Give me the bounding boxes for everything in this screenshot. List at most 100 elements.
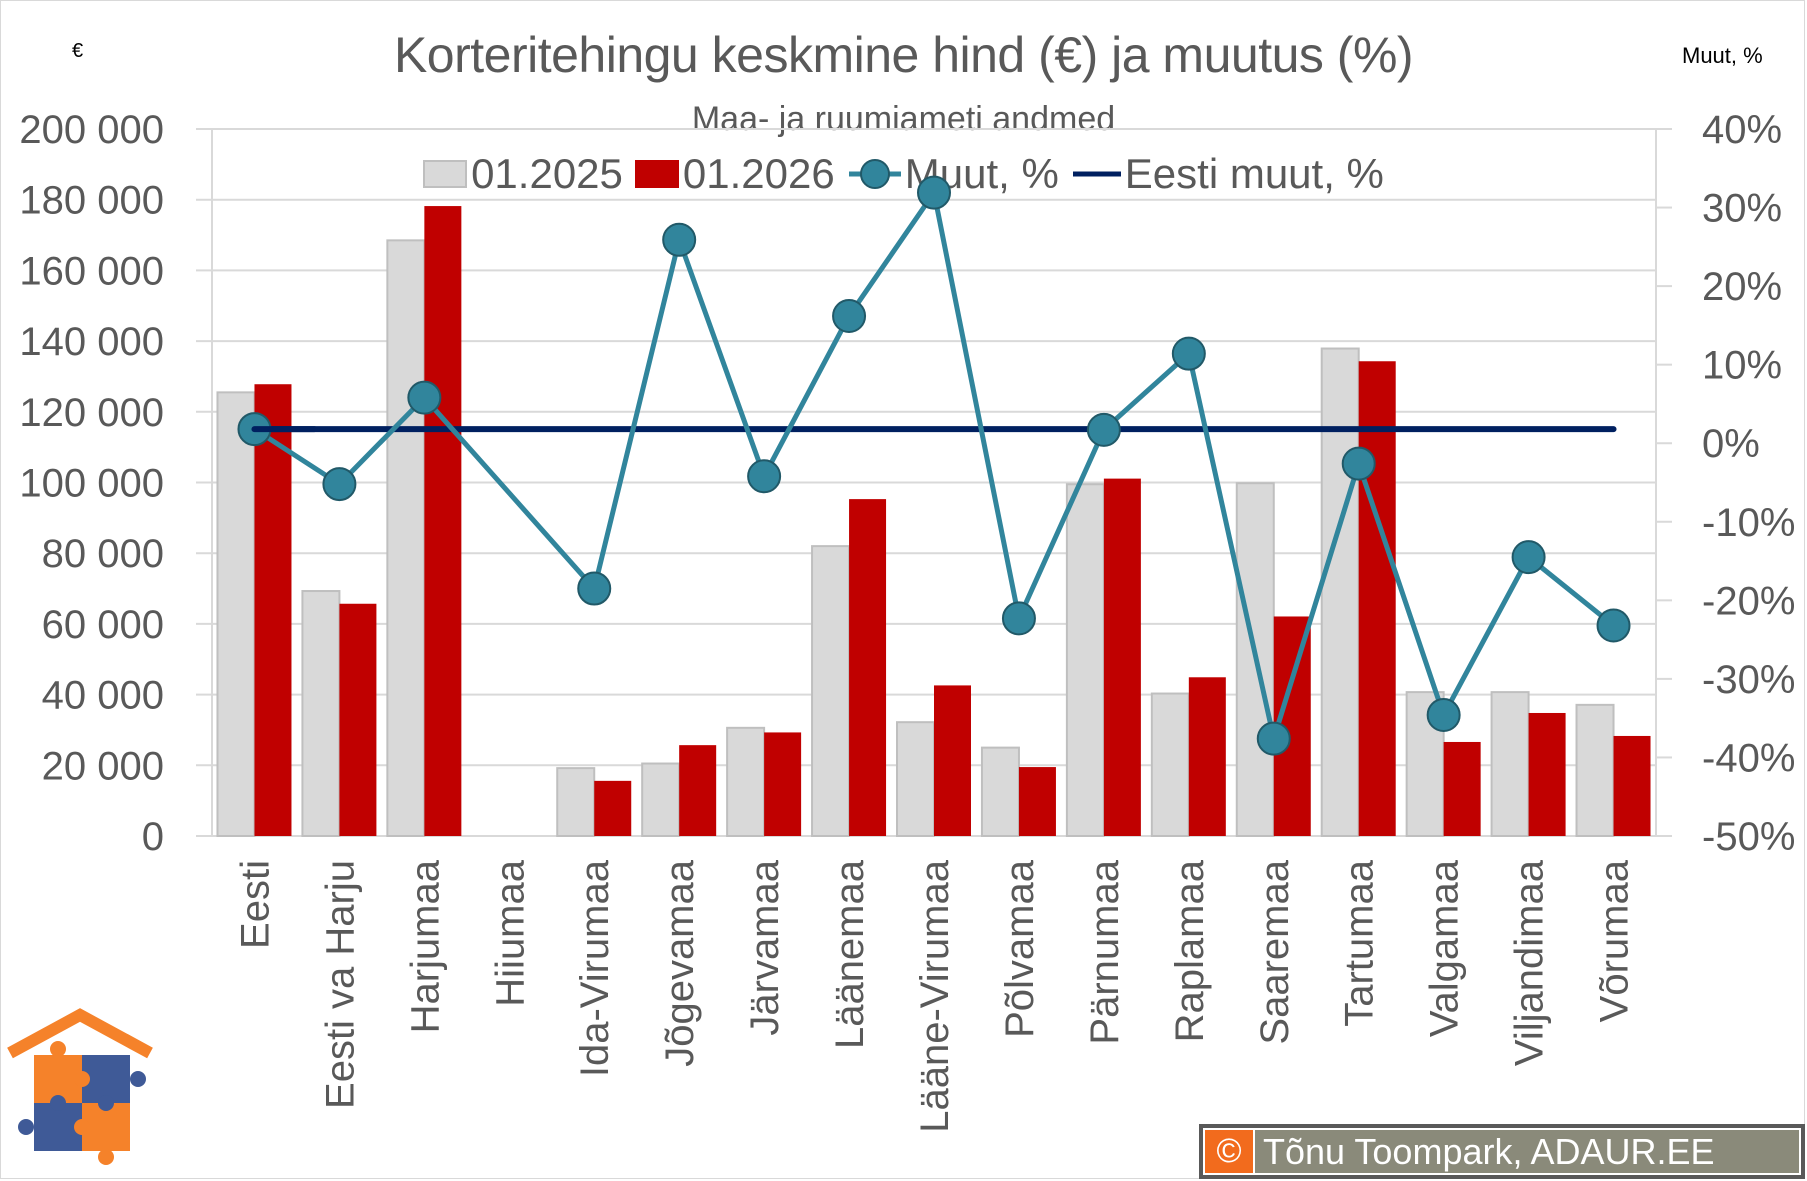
category-label: Ida-Virumaa <box>573 859 617 1077</box>
muut-marker <box>747 459 782 494</box>
category-label: Eesti <box>233 860 277 949</box>
bar-2026 <box>934 685 971 836</box>
bar-2025 <box>1065 483 1105 837</box>
muut-marker <box>1426 698 1461 733</box>
house-puzzle-logo-icon <box>7 1008 153 1165</box>
bar-2025 <box>811 545 851 837</box>
line-icon <box>1072 171 1121 177</box>
muut-marker <box>1086 412 1121 447</box>
category-label: Saaremaa <box>1253 859 1297 1044</box>
muut-marker <box>662 222 697 257</box>
category-label: Läänemaa <box>828 859 872 1049</box>
bar-2026 <box>1188 677 1226 836</box>
bar-2026 <box>1528 712 1566 836</box>
left-axis-tick-label: 60 000 <box>42 603 164 647</box>
legend-label: Eesti muut, % <box>1124 150 1384 197</box>
chart-subtitle: Maa- ja ruumiameti andmed <box>691 100 1116 138</box>
left-axis-tick-label: 200 000 <box>19 108 164 152</box>
bar-2026 <box>679 745 717 836</box>
bar-2025 <box>980 746 1020 837</box>
bar-2025 <box>1575 703 1615 837</box>
legend-label: 01.2025 <box>471 150 623 197</box>
bar-2026 <box>339 603 377 836</box>
left-axis-tick-label: 120 000 <box>19 391 164 435</box>
line-marker-icon <box>848 159 901 189</box>
muut-marker <box>577 571 612 606</box>
left-axis-tick-label: 40 000 <box>42 674 164 718</box>
left-axis-tick-label: 160 000 <box>19 249 164 293</box>
left-axis-tick-label: 100 000 <box>19 462 164 506</box>
right-axis-unit: Muut, % <box>1682 43 1763 68</box>
bar-2025 <box>386 239 426 838</box>
bar-2026 <box>254 384 292 836</box>
right-axis-tick-label: -10% <box>1702 501 1795 545</box>
chart-title: Korteritehingu keskmine hind (€) ja muut… <box>393 27 1414 83</box>
muut-marker <box>407 380 442 415</box>
category-label: Jõgevamaa <box>658 859 702 1067</box>
category-label: Lääne-Virumaa <box>913 859 957 1133</box>
legend-item-2026: 01.2026 <box>634 150 835 198</box>
muut-marker <box>1001 601 1036 636</box>
right-axis-tick-label: 20% <box>1702 265 1782 309</box>
category-label: Viljandimaa <box>1508 859 1552 1066</box>
muut-marker <box>917 175 951 210</box>
muut-marker <box>1596 608 1631 643</box>
legend-swatch-2026 <box>634 160 679 188</box>
right-axis-tick-label: -50% <box>1702 815 1795 859</box>
bar-2026 <box>1358 361 1396 836</box>
legend-swatch-2025 <box>423 160 468 188</box>
right-axis-tick-label: 0% <box>1702 422 1760 466</box>
right-axis-tick-label: 40% <box>1702 108 1782 152</box>
category-label: Järvamaa <box>743 859 787 1035</box>
category-label: Võrumaa <box>1593 859 1637 1022</box>
bar-2026 <box>1443 741 1481 836</box>
copyright-icon: © <box>1205 1130 1255 1173</box>
left-axis-tick-label: 20 000 <box>42 744 164 788</box>
category-label: Eesti va Harju <box>318 860 362 1109</box>
bar-2026 <box>1613 735 1651 836</box>
muut-marker <box>1511 540 1546 575</box>
left-axis-tick-label: 180 000 <box>19 179 164 223</box>
bar-2025 <box>726 726 766 837</box>
bar-2025 <box>1405 691 1445 837</box>
bar-2026 <box>1018 767 1056 836</box>
bar-2025 <box>641 762 681 837</box>
legend-label: 01.2026 <box>682 150 835 197</box>
bar-2026 <box>1103 478 1141 836</box>
left-axis-tick-label: 80 000 <box>42 532 164 576</box>
bar-2026 <box>424 206 462 837</box>
bar-2025 <box>556 767 596 837</box>
bar-2026 <box>594 780 632 836</box>
bar-2025 <box>1150 692 1190 837</box>
category-label: Harjumaa <box>403 859 447 1033</box>
muut-marker <box>832 298 867 333</box>
category-label: Tartumaa <box>1338 859 1382 1026</box>
muut-line <box>253 190 1616 742</box>
right-axis-tick-label: -40% <box>1702 736 1795 780</box>
bar-2026 <box>764 732 802 836</box>
category-label: Põlvamaa <box>998 859 1042 1038</box>
left-axis-tick-label: 0 <box>142 815 164 859</box>
right-axis-tick-label: 10% <box>1702 344 1782 388</box>
category-label: Hiiumaa <box>488 859 532 1006</box>
category-label: Pärnumaa <box>1083 859 1127 1044</box>
bar-2025 <box>301 590 341 837</box>
copyright-text: Tõnu Toompark, ADAUR.EE <box>1263 1130 1715 1172</box>
left-axis-unit: € <box>72 40 84 62</box>
category-label: Valgamaa <box>1423 859 1467 1037</box>
right-axis-tick-label: 30% <box>1702 187 1782 231</box>
legend-item-2025: 01.2025 <box>423 150 623 198</box>
bar-2025 <box>1235 482 1275 837</box>
muut-marker <box>322 467 357 502</box>
legend-item-eesti-muut: Eesti muut, % <box>1071 150 1384 198</box>
muut-marker <box>1171 336 1206 371</box>
bar-2025 <box>216 391 256 837</box>
left-axis-tick-label: 140 000 <box>19 320 164 364</box>
category-label: Raplamaa <box>1168 859 1212 1042</box>
bar-2025 <box>1320 347 1360 837</box>
muut-marker <box>1256 721 1291 756</box>
copyright-badge: © Tõnu Toompark, ADAUR.EE <box>1199 1124 1805 1179</box>
bar-2025 <box>1490 691 1530 837</box>
